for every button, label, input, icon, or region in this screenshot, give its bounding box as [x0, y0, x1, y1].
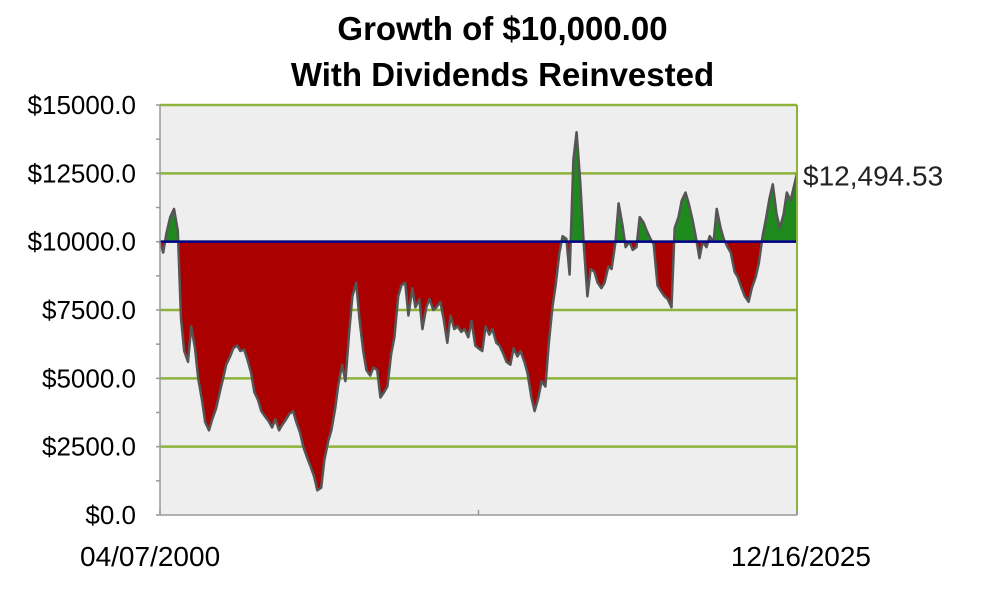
y-tick-label: $2500.0	[42, 432, 136, 462]
y-tick-label: $0.0	[85, 500, 136, 530]
y-axis-ticks: $0.0 $2500.0 $5000.0 $7500.0 $10000.0 $12500.…	[28, 90, 136, 530]
chart-title: Growth of $10,000.00	[337, 10, 668, 47]
end-value-label: $12,494.53	[803, 160, 943, 191]
area-below-baseline	[160, 241, 797, 491]
y-tick-label: $5000.0	[42, 363, 136, 393]
chart-subtitle: With Dividends Reinvested	[290, 56, 715, 93]
x-start-label: 04/07/2000	[80, 541, 220, 572]
x-end-label: 12/16/2025	[731, 541, 871, 572]
area-layer	[158, 131, 799, 492]
growth-line	[158, 131, 799, 492]
axes	[156, 104, 798, 516]
y-tick-label: $7500.0	[42, 295, 136, 325]
y-tick-label: $12500.0	[28, 158, 136, 188]
y-tick-label: $15000.0	[28, 90, 136, 120]
y-tick-label: $10000.0	[28, 227, 136, 257]
